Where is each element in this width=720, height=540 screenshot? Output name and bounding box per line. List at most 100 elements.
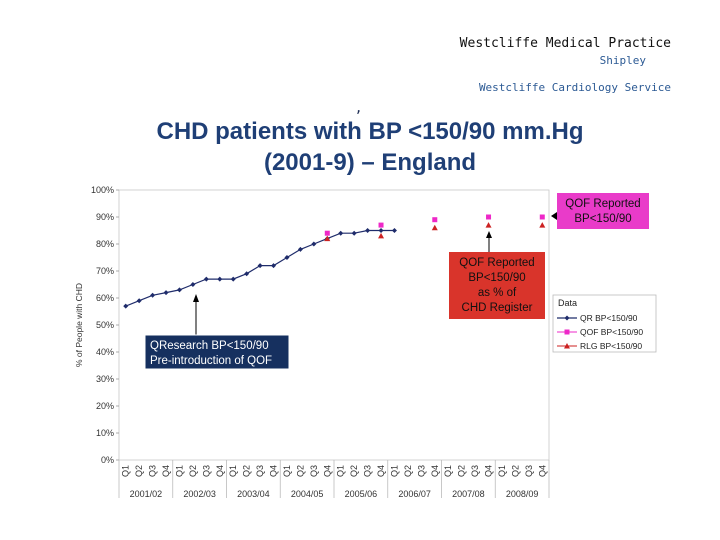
data-point-rlg-bp-150-90: [431, 224, 438, 231]
legend-marker-qr: [564, 315, 570, 321]
x-tick-label: Q2: [457, 465, 467, 477]
axis-layer: 0% 10% 20% 30% 40% 50% 60% 70% 80% 90% 100% % of Pe…: [74, 185, 550, 499]
x-tick-label: Q3: [201, 465, 211, 477]
annotation-register-line-2: BP<150/90: [468, 272, 525, 284]
x-year-label: 2004/05: [291, 489, 324, 499]
y-tick-label: 0%: [101, 455, 114, 465]
annotation-qof-register: QOF Reported BP<150/90 as % of CHD Regis…: [449, 231, 545, 319]
data-point-qr-bp-150-90: [378, 228, 384, 233]
x-year-label: 2005/06: [345, 489, 378, 499]
y-tick-label: 60%: [96, 293, 114, 303]
x-year-label: 2006/07: [398, 489, 431, 499]
data-point-qof-bp-150-90: [378, 222, 384, 228]
annotation-qresearch-line-1: QResearch BP<150/90: [150, 340, 269, 352]
x-tick-label: Q3: [363, 465, 373, 477]
data-point-qof-bp-150-90: [432, 217, 438, 223]
x-tick-label: Q1: [282, 465, 292, 477]
data-point-qr-bp-150-90: [297, 246, 303, 252]
legend-label-rlg: RLG BP<150/90: [580, 341, 642, 351]
data-point-qr-bp-150-90: [391, 228, 397, 233]
y-tick-label: 80%: [96, 239, 114, 249]
legend-label-qof: QOF BP<150/90: [580, 327, 643, 337]
x-tick-label: Q3: [524, 465, 534, 477]
x-tick-label: Q2: [242, 465, 252, 477]
legend: Data QR BP<150/90 QOF BP<150/90 RLG BP<1…: [552, 294, 657, 353]
service-name: Westcliffe Cardiology Service: [478, 81, 671, 94]
series-layer: [123, 214, 546, 309]
data-point-qr-bp-150-90: [123, 303, 129, 309]
annotation-qof-reported: QOF Reported BP<150/90: [551, 193, 649, 229]
data-point-rlg-bp-150-90: [485, 222, 492, 228]
data-point-qr-bp-150-90: [244, 271, 250, 277]
y-tick-label: 30%: [96, 374, 114, 384]
practice-name: Westcliffe Medical Practice: [459, 36, 671, 51]
data-point-rlg-bp-150-90: [539, 222, 546, 228]
annotation-register-line-4: CHD Register: [462, 302, 533, 314]
annotation-qof-line-2: BP<150/90: [574, 213, 631, 225]
x-tick-label: Q1: [497, 465, 507, 477]
x-tick-label: Q1: [228, 465, 238, 477]
data-point-qr-bp-150-90: [217, 276, 223, 282]
x-tick-label: Q2: [349, 465, 359, 477]
y-tick-label: 100%: [91, 185, 114, 195]
data-point-qof-bp-150-90: [539, 214, 545, 220]
chart-title: CHD patients with BP <150/90 mm.Hg (2001…: [80, 116, 660, 178]
legend-marker-rlg: [564, 343, 570, 349]
legend-label-qr: QR BP<150/90: [580, 313, 638, 323]
data-point-rlg-bp-150-90: [324, 235, 331, 242]
x-tick-label: Q4: [537, 465, 547, 477]
data-point-rlg-bp-150-90: [378, 232, 385, 239]
x-tick-label: Q4: [161, 465, 171, 477]
data-point-qr-bp-150-90: [338, 230, 344, 236]
annotation-register-arrowhead: [486, 231, 492, 238]
plot-frame: [118, 189, 550, 461]
practice-location: Shipley: [599, 54, 646, 67]
annotation-register-box: [449, 252, 545, 319]
legend-title: Data: [558, 298, 577, 308]
x-tick-label: Q1: [336, 465, 346, 477]
data-point-qr-bp-150-90: [163, 290, 169, 296]
data-point-qof-bp-150-90: [486, 214, 492, 220]
data-point-qr-bp-150-90: [136, 298, 142, 304]
x-tick-label: Q4: [484, 465, 494, 477]
x-year-label: 2008/09: [506, 489, 539, 499]
x-tick-label: Q3: [148, 465, 158, 477]
y-tick-label: 20%: [96, 401, 114, 411]
data-point-qr-bp-150-90: [203, 276, 209, 282]
y-tick-label: 90%: [96, 212, 114, 222]
legend-box: [552, 294, 657, 353]
data-point-qr-bp-150-90: [230, 276, 236, 282]
y-axis-label: % of People with CHD: [74, 283, 84, 367]
data-point-qr-bp-150-90: [176, 287, 182, 293]
x-tick-label: Q4: [376, 465, 386, 477]
x-tick-label: Q4: [215, 465, 225, 477]
x-tick-label: Q2: [134, 465, 144, 477]
chart-title-line-2: (2001-9) – England: [263, 149, 477, 176]
y-tick-label: 70%: [96, 266, 114, 276]
annotation-qof-line-1: QOF Reported: [565, 198, 640, 210]
x-tick-label: Q3: [255, 465, 265, 477]
legend-marker-qof: [564, 329, 570, 335]
data-point-qr-bp-150-90: [271, 263, 277, 269]
annotation-register-line-1: QOF Reported: [459, 257, 534, 269]
y-tick-label: 10%: [96, 428, 114, 438]
annotation-qof-box: [557, 193, 649, 229]
x-year-label: 2007/08: [452, 489, 485, 499]
x-year-label: 2002/03: [183, 489, 216, 499]
data-point-qr-bp-150-90: [311, 241, 317, 247]
y-tick-label: 50%: [96, 320, 114, 330]
x-tick-label: Q1: [121, 465, 131, 477]
x-tick-label: Q4: [322, 465, 332, 477]
x-year-label: 2001/02: [130, 489, 163, 499]
annotation-register-line-3: as % of: [478, 287, 517, 299]
data-point-qr-bp-150-90: [150, 292, 156, 298]
annotation-qresearch: QResearch BP<150/90 Pre-introduction of …: [144, 294, 290, 370]
x-tick-label: Q3: [309, 465, 319, 477]
x-tick-label: Q2: [188, 465, 198, 477]
annotation-qresearch-box: [144, 334, 290, 370]
y-tick-label: 40%: [96, 347, 114, 357]
x-year-label: 2003/04: [237, 489, 270, 499]
x-tick-label: Q2: [295, 465, 305, 477]
data-point-qof-bp-150-90: [324, 230, 330, 236]
